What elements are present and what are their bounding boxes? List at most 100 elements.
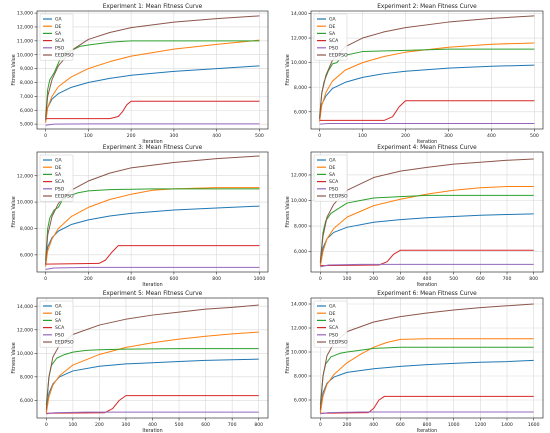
y-axis-label: Fitness Value <box>11 54 17 85</box>
x-tick-label: 400 <box>369 422 378 428</box>
x-tick-label: 400 <box>487 133 496 139</box>
x-tick-label: 200 <box>343 422 352 428</box>
series-line-de <box>319 338 534 414</box>
grid <box>308 11 543 132</box>
x-tick-label: 500 <box>530 133 539 139</box>
plot-frame <box>36 297 269 419</box>
x-tick-label: 800 <box>423 422 432 428</box>
legend-entry: PSO <box>55 186 65 192</box>
legend-entry: GA <box>55 304 63 310</box>
y-tick-label: 6,000 <box>20 108 33 114</box>
x-tick-label: 300 <box>122 422 131 428</box>
x-tick-label: 600 <box>476 276 485 282</box>
series-line-eedpso <box>45 155 260 265</box>
x-tick-label: 1600 <box>528 422 540 428</box>
legend-entry: SCA <box>55 179 65 185</box>
legend-entry: SA <box>329 31 336 37</box>
y-tick-label: 8,000 <box>20 374 33 380</box>
legend-entry: SA <box>55 318 62 324</box>
series-lines <box>45 15 260 126</box>
series-lines <box>45 304 259 415</box>
x-tick-label: 300 <box>169 133 178 139</box>
x-tick-label: 800 <box>529 276 538 282</box>
legend-entry: PSO <box>329 332 339 338</box>
y-tick-label: 12,000 <box>17 25 33 31</box>
legend-entry: SCA <box>329 38 339 44</box>
grid <box>34 152 268 275</box>
series-line-ga <box>45 358 259 413</box>
y-tick-label: 12,000 <box>17 173 33 179</box>
plot-area <box>37 11 268 129</box>
legend-entry: GA <box>329 158 337 164</box>
legend-entry: SA <box>329 172 336 178</box>
legend-entry: SCA <box>55 38 65 44</box>
plot-frame <box>310 151 544 273</box>
x-tick-label: 0 <box>319 276 322 282</box>
plot-frame <box>36 151 269 273</box>
x-tick-label: 300 <box>444 133 453 139</box>
y-tick-label: 9,000 <box>20 66 33 72</box>
y-tick-label: 10,000 <box>17 52 33 58</box>
series-line-eedpso <box>319 15 535 120</box>
series-line-sca <box>319 100 535 121</box>
legend-entry: EEDPSO <box>329 340 348 346</box>
series-line-sca <box>45 245 260 265</box>
legend-entry: SCA <box>55 325 65 331</box>
chart-panel: 0 200 400 600 800 1000 6,000 8,000 10,000 12,000 E… <box>11 145 269 288</box>
chart-panel: 0 100 200 300 400 500 600 700 800 6,000 8,000 10,00… <box>285 145 544 288</box>
legend-entry: DE <box>55 24 62 30</box>
legend-entry: SA <box>329 318 336 324</box>
series-line-ga <box>319 359 534 413</box>
y-tick-label: 14,000 <box>291 302 307 308</box>
legend-entry: SA <box>55 172 62 178</box>
legend-entry: DE <box>329 24 336 30</box>
y-tick-label: 10,000 <box>291 198 307 204</box>
y-axis-label: Fitness Value <box>285 196 291 227</box>
x-tick-label: 200 <box>127 133 136 139</box>
legend-entry: GA <box>329 17 337 23</box>
series-lines <box>319 158 534 268</box>
legend-entry: SCA <box>329 179 339 185</box>
legend-box <box>313 13 348 61</box>
legend-box <box>313 154 348 202</box>
x-tick-label: 400 <box>423 276 432 282</box>
y-tick-label: 12,000 <box>17 327 33 333</box>
series-line-pso <box>320 263 534 268</box>
chart-panel: 0 100 200 300 400 500 5,000 6,000 7,000 8,000 9,00… <box>11 4 269 145</box>
series-line-sca <box>45 100 260 120</box>
series-line-de <box>319 185 534 266</box>
legend-entry: EEDPSO <box>329 194 348 200</box>
x-tick-label: 0 <box>44 133 47 139</box>
series-line-de <box>45 39 260 123</box>
legend-entry: DE <box>55 165 62 171</box>
x-tick-label: 600 <box>396 422 405 428</box>
y-tick-label: 6,000 <box>294 249 307 255</box>
y-tick-label: 6,000 <box>294 398 307 404</box>
y-tick-label: 8,000 <box>294 85 307 91</box>
x-tick-label: 200 <box>84 276 93 282</box>
y-tick-label: 8,000 <box>294 224 307 230</box>
y-tick-label: 7,000 <box>20 94 33 100</box>
series-line-sa <box>319 194 534 262</box>
legend-entry: PSO <box>55 332 65 338</box>
y-tick-label: 8,000 <box>20 226 33 232</box>
y-tick-label: 13,000 <box>17 11 33 17</box>
series-line-pso <box>319 122 535 125</box>
legend-entry: DE <box>55 311 62 317</box>
x-tick-label: 100 <box>343 276 352 282</box>
legend-entry: PSO <box>55 45 65 51</box>
y-tick-label: 10,000 <box>17 200 33 206</box>
legend-entry: SCA <box>329 325 339 331</box>
x-tick-label: 700 <box>228 422 237 428</box>
x-tick-label: 400 <box>212 133 221 139</box>
chart-panel: 0 100 200 300 400 500 600 700 800 6,000 8,000 10,00… <box>11 291 269 433</box>
x-tick-label: 200 <box>401 133 410 139</box>
series-line-eedpso <box>45 15 260 121</box>
y-tick-label: 6,000 <box>20 252 33 258</box>
legend-entry: EEDPSO <box>55 53 74 59</box>
chart-panel: 0 100 200 300 400 500 6,000 8,000 10,000 12,000 14… <box>285 4 544 145</box>
x-tick-label: 100 <box>68 422 77 428</box>
legend-entry: DE <box>329 311 336 317</box>
